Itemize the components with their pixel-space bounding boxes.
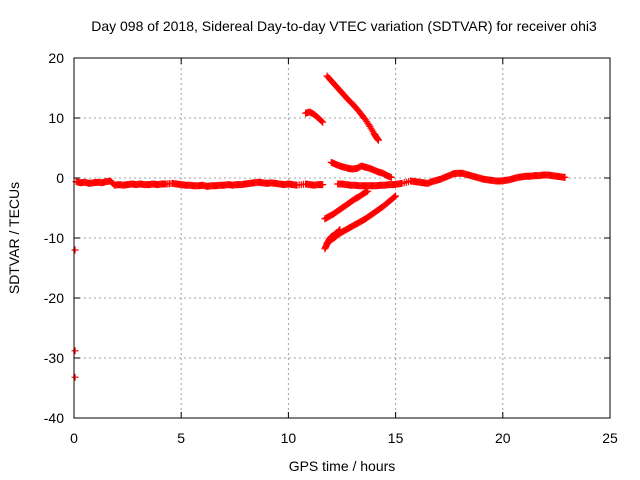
y-tick-label: 0 [56,170,64,186]
y-axis-label: SDTVAR / TECUs [6,182,22,294]
series-arc-high-left [302,108,327,126]
x-tick-label: 10 [281,430,297,446]
series-main [72,169,569,190]
series-arc-upper-mid [327,158,395,181]
data-point [319,181,327,189]
series-arc-lower-a [321,187,372,223]
x-tick-label: 15 [388,430,404,446]
data-point [374,136,382,144]
series-isolated [71,246,79,381]
tick-labels: 0 5 10 15 20 25 -40 -30 -20 -10 0 10 20 [44,50,618,446]
y-tick-label: 10 [48,110,64,126]
x-tick-label: 5 [177,430,185,446]
y-tick-label: -20 [44,290,64,306]
data-point [71,246,79,254]
x-tick-label: 0 [70,430,78,446]
series-arc-high-right [323,72,382,144]
data-point [561,173,569,181]
data-point [364,187,372,195]
data-point [391,193,399,201]
chart-title: Day 098 of 2018, Sidereal Day-to-day VTE… [91,18,597,34]
y-tick-label: -40 [44,410,64,426]
y-tick-label: -30 [44,350,64,366]
x-axis-label: GPS time / hours [289,458,396,474]
data-point [71,347,79,355]
series-arc-lower-c [323,192,400,247]
plot-frame [73,57,611,419]
data-point [318,117,326,125]
data-point [387,173,395,181]
data-point [71,373,79,381]
y-tick-label: -10 [44,230,64,246]
data-point [319,118,327,126]
data-points [71,72,569,381]
x-tick-label: 25 [602,430,618,446]
x-tick-label: 20 [495,430,511,446]
data-point [392,192,400,200]
y-tick-label: 20 [48,50,64,66]
